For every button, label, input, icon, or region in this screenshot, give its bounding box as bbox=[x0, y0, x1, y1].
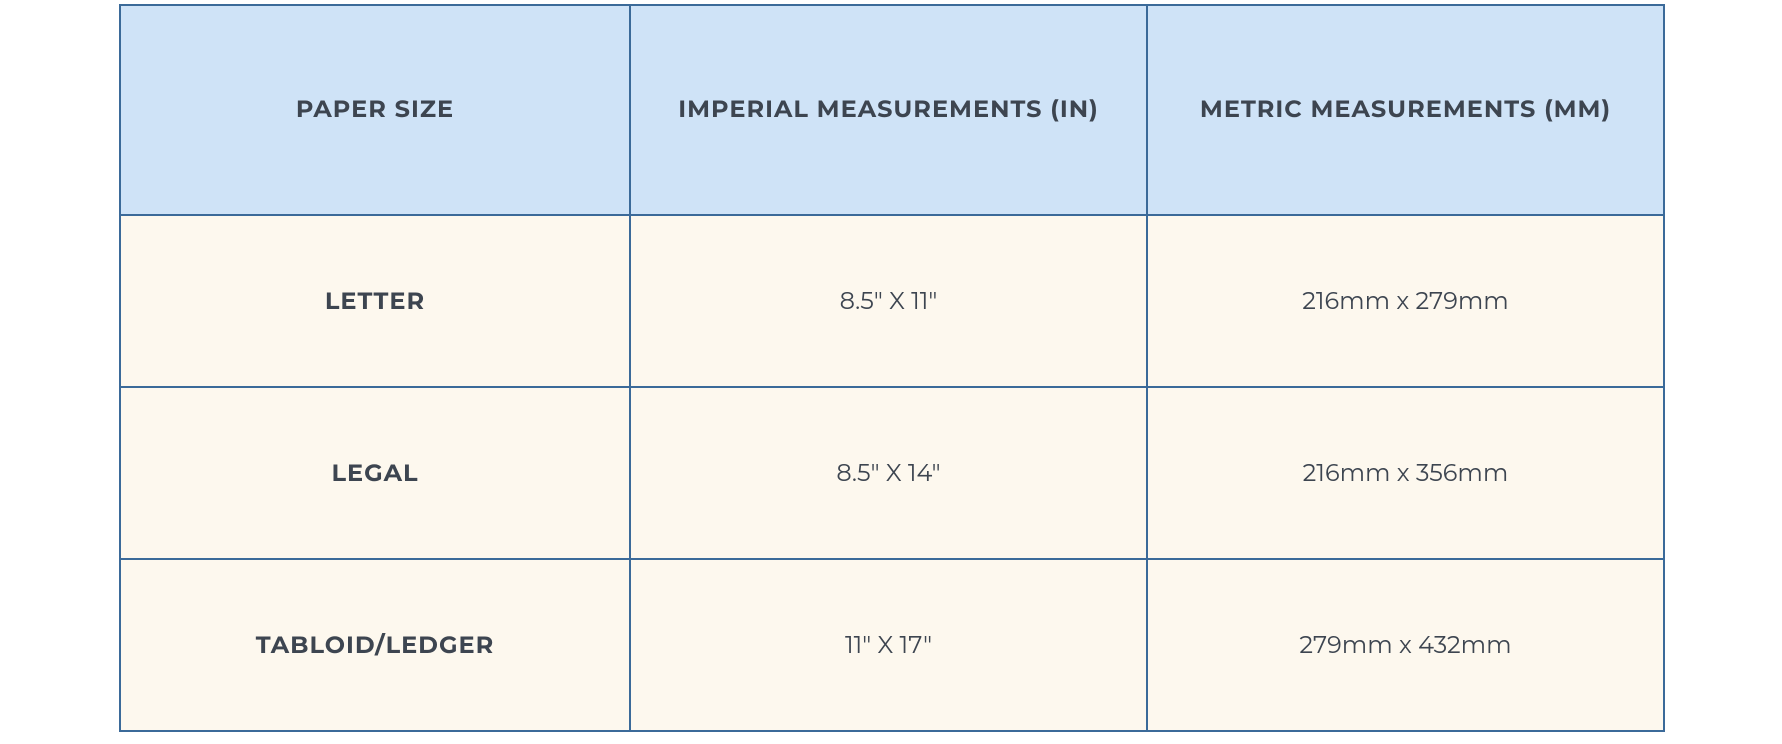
table-header-row: PAPER SIZE IMPERIAL MEASUREMENTS (IN) ME… bbox=[120, 5, 1664, 215]
cell-imperial: 11" X 17" bbox=[630, 559, 1147, 731]
paper-size-table: PAPER SIZE IMPERIAL MEASUREMENTS (IN) ME… bbox=[119, 4, 1665, 732]
table-row: LEGAL 8.5" X 14" 216mm x 356mm bbox=[120, 387, 1664, 559]
cell-metric: 216mm x 279mm bbox=[1147, 215, 1664, 387]
paper-size-table-container: PAPER SIZE IMPERIAL MEASUREMENTS (IN) ME… bbox=[119, 4, 1663, 732]
col-header-metric: METRIC MEASUREMENTS (MM) bbox=[1147, 5, 1664, 215]
cell-imperial: 8.5" X 14" bbox=[630, 387, 1147, 559]
table-row: LETTER 8.5" X 11" 216mm x 279mm bbox=[120, 215, 1664, 387]
cell-metric: 279mm x 432mm bbox=[1147, 559, 1664, 731]
cell-size-label: LETTER bbox=[120, 215, 630, 387]
cell-size-label: TABLOID/LEDGER bbox=[120, 559, 630, 731]
table-row: TABLOID/LEDGER 11" X 17" 279mm x 432mm bbox=[120, 559, 1664, 731]
col-header-paper-size: PAPER SIZE bbox=[120, 5, 630, 215]
cell-size-label: LEGAL bbox=[120, 387, 630, 559]
cell-imperial: 8.5" X 11" bbox=[630, 215, 1147, 387]
cell-metric: 216mm x 356mm bbox=[1147, 387, 1664, 559]
col-header-imperial: IMPERIAL MEASUREMENTS (IN) bbox=[630, 5, 1147, 215]
